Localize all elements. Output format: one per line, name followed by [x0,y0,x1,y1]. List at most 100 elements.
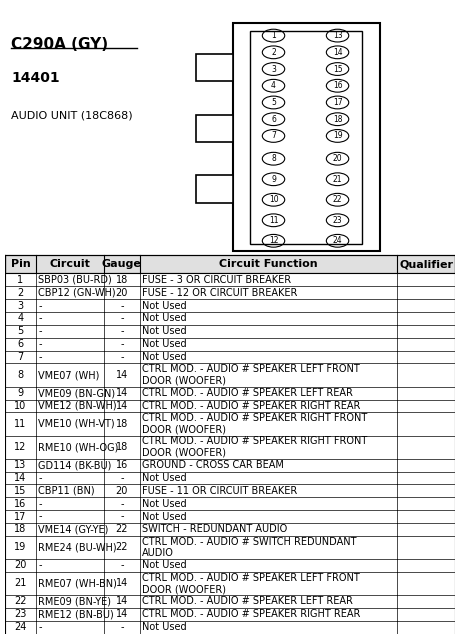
Text: RME12 (BN-BU): RME12 (BN-BU) [39,609,114,620]
Text: 14: 14 [115,401,128,411]
Text: 18: 18 [115,442,128,452]
Bar [5,338,454,351]
Text: 14: 14 [14,473,27,483]
Text: 22: 22 [14,596,27,607]
Bar [5,497,454,510]
Text: 7: 7 [270,131,275,140]
Text: 14: 14 [115,596,128,607]
Text: -: - [120,511,123,522]
Bar [196,115,233,142]
Text: FUSE - 11 OR CIRCUIT BREAKER: FUSE - 11 OR CIRCUIT BREAKER [142,486,297,496]
Bar [5,510,454,523]
Text: -: - [120,339,123,349]
Text: 9: 9 [17,388,23,398]
Text: 13: 13 [332,31,341,40]
Text: 11: 11 [268,216,278,225]
Text: 23: 23 [14,609,27,620]
Text: Not Used: Not Used [142,499,186,509]
Bar [5,273,454,286]
Text: 2: 2 [17,288,23,298]
Bar [5,572,454,595]
Text: 12: 12 [14,442,27,452]
Bar [5,255,454,273]
Bar [5,325,454,338]
Text: -: - [39,339,42,349]
Text: AUDIO UNIT (18C868): AUDIO UNIT (18C868) [11,110,133,120]
Text: 3: 3 [270,65,275,74]
Text: Not Used: Not Used [142,314,186,323]
Text: -: - [39,314,42,323]
Text: -: - [39,622,42,632]
Bar [5,351,454,364]
Text: 15: 15 [14,486,27,496]
Text: 14: 14 [115,388,128,398]
Text: 20: 20 [14,561,27,570]
Text: Not Used: Not Used [142,326,186,337]
Text: 11: 11 [14,419,27,429]
Text: 10: 10 [268,195,278,204]
Text: 16: 16 [14,499,27,509]
Text: 4: 4 [17,314,23,323]
Text: 12: 12 [268,236,278,245]
Text: VME07 (WH): VME07 (WH) [39,370,100,380]
Text: Qualifier: Qualifier [398,259,452,269]
Text: Gauge: Gauge [101,259,141,269]
Text: -: - [39,301,42,310]
Text: DOOR (WOOFER): DOOR (WOOFER) [142,425,226,435]
Text: 20: 20 [115,486,128,496]
Bar [5,436,454,459]
Text: VME14 (GY-YE): VME14 (GY-YE) [39,524,108,534]
Text: 22: 22 [115,524,128,534]
Text: CTRL MOD. - AUDIO # SWITCH REDUNDANT: CTRL MOD. - AUDIO # SWITCH REDUNDANT [142,536,356,547]
Text: Circuit: Circuit [50,259,90,269]
Bar [196,54,233,81]
Text: 14: 14 [115,579,128,588]
Bar [5,459,454,472]
Text: CBP11 (BN): CBP11 (BN) [39,486,95,496]
Bar [233,24,380,252]
Text: -: - [39,499,42,509]
Text: 13: 13 [14,460,27,470]
Text: AUDIO: AUDIO [142,548,174,558]
Text: 18: 18 [115,275,128,285]
Text: 22: 22 [115,543,128,552]
Text: 21: 21 [332,175,341,184]
Text: 24: 24 [332,236,341,245]
Bar [5,621,454,634]
Text: 24: 24 [14,622,27,632]
Text: 14401: 14401 [11,71,60,85]
Text: Not Used: Not Used [142,473,186,483]
Text: GD114 (BK-BU): GD114 (BK-BU) [39,460,112,470]
Text: Not Used: Not Used [142,301,186,310]
Text: 14: 14 [332,48,341,57]
Bar [5,559,454,572]
Text: FUSE - 3 OR CIRCUIT BREAKER: FUSE - 3 OR CIRCUIT BREAKER [142,275,291,285]
Text: SWITCH - REDUNDANT AUDIO: SWITCH - REDUNDANT AUDIO [142,524,287,534]
Text: VME10 (WH-VT): VME10 (WH-VT) [39,419,115,429]
Text: RME10 (WH-OG): RME10 (WH-OG) [39,442,118,452]
Bar [5,608,454,621]
Text: 3: 3 [17,301,23,310]
Text: Circuit Function: Circuit Function [218,259,317,269]
Bar [5,595,454,608]
Text: Not Used: Not Used [142,561,186,570]
Text: CTRL MOD. - AUDIO # SPEAKER LEFT FRONT: CTRL MOD. - AUDIO # SPEAKER LEFT FRONT [142,573,359,582]
Bar [5,312,454,325]
Text: 1: 1 [270,31,275,40]
Text: -: - [39,473,42,483]
Text: VME12 (BN-WH): VME12 (BN-WH) [39,401,117,411]
Text: 7: 7 [17,352,23,362]
Text: 1: 1 [17,275,23,285]
Bar [5,484,454,497]
Text: RME09 (BN-YE): RME09 (BN-YE) [39,596,111,607]
Text: 16: 16 [115,460,128,470]
Text: -: - [120,326,123,337]
Text: CTRL MOD. - AUDIO # SPEAKER RIGHT REAR: CTRL MOD. - AUDIO # SPEAKER RIGHT REAR [142,401,360,411]
Text: 8: 8 [17,370,23,380]
Text: 23: 23 [332,216,341,225]
Text: CBP12 (GN-WH): CBP12 (GN-WH) [39,288,116,298]
Text: 6: 6 [17,339,23,349]
Text: Not Used: Not Used [142,339,186,349]
Text: Pin: Pin [11,259,30,269]
Text: Not Used: Not Used [142,352,186,362]
